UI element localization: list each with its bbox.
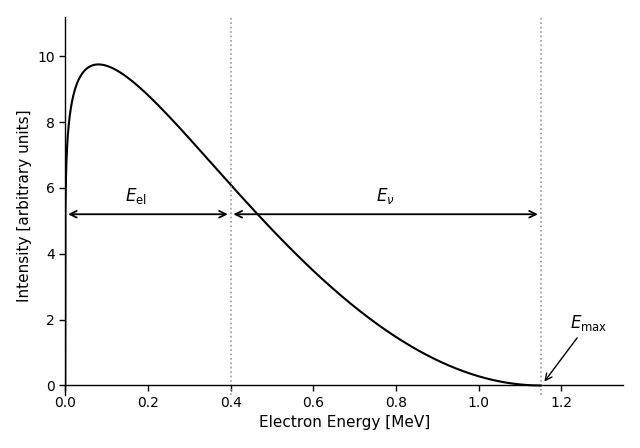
Y-axis label: Intensity [arbitrary units]: Intensity [arbitrary units] bbox=[17, 110, 31, 302]
Text: $E_\mathrm{el}$: $E_\mathrm{el}$ bbox=[125, 186, 147, 206]
Text: $E_\mathrm{max}$: $E_\mathrm{max}$ bbox=[545, 313, 607, 380]
Text: $E_\nu$: $E_\nu$ bbox=[376, 186, 395, 206]
X-axis label: Electron Energy [MeV]: Electron Energy [MeV] bbox=[259, 415, 430, 431]
